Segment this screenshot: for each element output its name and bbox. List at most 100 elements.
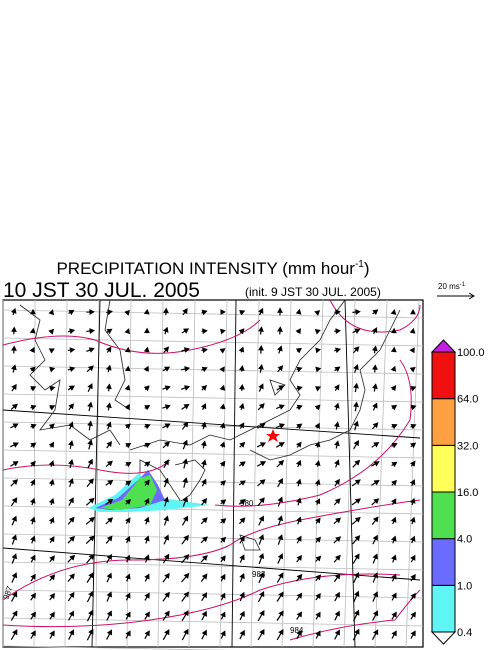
arrow-head [391, 630, 397, 637]
wind-arrow [258, 552, 265, 565]
arrow-head [409, 347, 415, 354]
arrow-head [335, 328, 341, 335]
arrow-head [259, 423, 266, 429]
wind-arrow [144, 554, 150, 563]
arrow-head [183, 610, 189, 617]
arrow-head [12, 423, 19, 429]
arrow-head [106, 328, 113, 335]
wind-arrow [352, 628, 360, 641]
grid-line [2, 393, 424, 403]
wind-arrow [409, 497, 416, 506]
arrow-head [106, 629, 113, 636]
ref-label: 20 ms [438, 282, 460, 291]
wind-arrow [67, 328, 76, 335]
arrow-head [334, 573, 341, 580]
arrow-head [334, 629, 340, 636]
arrow-head [334, 440, 340, 447]
arrow-head [239, 573, 245, 580]
wind-arrow [143, 365, 149, 372]
arrow-head [219, 328, 226, 335]
wind-arrow [68, 497, 74, 506]
wind-arrow [371, 327, 378, 335]
wind-arrow [30, 592, 36, 601]
arrow-head [278, 442, 285, 448]
grid-line [2, 617, 424, 627]
arrow-head [295, 328, 301, 335]
arrow-head [219, 366, 225, 373]
wind-arrow [181, 515, 189, 526]
arrow-head [353, 401, 359, 408]
wind-arrow [200, 403, 207, 411]
wind-arrow [30, 535, 36, 544]
wind-arrow [277, 515, 284, 526]
wind-arrow [295, 459, 302, 468]
arrow-head [125, 480, 132, 487]
wind-arrow [49, 366, 56, 373]
arrow-head [220, 592, 226, 599]
arrow-head [201, 517, 208, 524]
wind-arrow [372, 309, 379, 315]
arrow-head [143, 385, 150, 392]
arrow-head [30, 535, 36, 542]
arrow-head [29, 497, 36, 504]
wind-arrow [333, 554, 341, 563]
wind-arrow [353, 401, 359, 412]
wind-arrow [49, 405, 56, 411]
wind-arrow [334, 347, 341, 354]
wind-arrow [182, 308, 188, 316]
arrow-head [68, 629, 75, 636]
arrow-head [278, 423, 285, 429]
colorbar-bin [431, 584, 456, 633]
arrow-head [88, 628, 94, 635]
arrow-head [278, 591, 284, 598]
wind-arrow [163, 477, 169, 488]
wind-arrow [352, 459, 361, 468]
arrow-head [239, 310, 246, 316]
wind-arrow [334, 366, 341, 373]
arrow-head [278, 404, 285, 410]
wind-arrow [219, 384, 226, 391]
wind-arrow [86, 553, 95, 564]
wind-arrow [296, 423, 303, 430]
arrow-head [258, 515, 264, 522]
arrow-head [238, 365, 245, 371]
arrow-head [144, 573, 150, 580]
wind-arrow [391, 554, 397, 563]
wind-arrow [125, 592, 131, 601]
wind-arrow [219, 328, 226, 335]
grid-line [281, 299, 292, 648]
wind-arrow [105, 460, 113, 468]
arrow-head [125, 517, 131, 524]
wind-arrow [220, 611, 226, 620]
arrow-head [391, 592, 397, 599]
wind-arrow [256, 442, 267, 448]
wind-arrow [219, 460, 226, 467]
wind-arrow [257, 423, 266, 429]
wind-arrow [276, 442, 285, 448]
arrow-head [125, 535, 131, 542]
arrow-head [49, 405, 56, 411]
arrow-head [259, 461, 267, 467]
wind-arrow [163, 496, 169, 507]
arrow-head [238, 346, 245, 353]
arrow-head [106, 610, 113, 617]
arrow-head [88, 478, 94, 485]
wind-arrow [295, 347, 302, 354]
arrow-head [29, 366, 36, 373]
arrow-head [353, 382, 359, 389]
arrow-head [354, 516, 361, 523]
arrow-head [239, 499, 246, 505]
wind-arrow [201, 592, 207, 602]
wind-arrow [49, 385, 56, 392]
arrow-head [182, 308, 188, 315]
arrow-head [164, 572, 170, 579]
arrow-head [315, 517, 321, 524]
arrow-head [49, 630, 55, 637]
wind-arrow [257, 497, 265, 507]
arrow-head [391, 423, 398, 430]
arrow-head [106, 440, 112, 448]
wind-arrow [372, 591, 379, 602]
wind-arrow [144, 516, 150, 525]
arrow-head [314, 386, 322, 392]
wind-arrow [10, 497, 18, 507]
